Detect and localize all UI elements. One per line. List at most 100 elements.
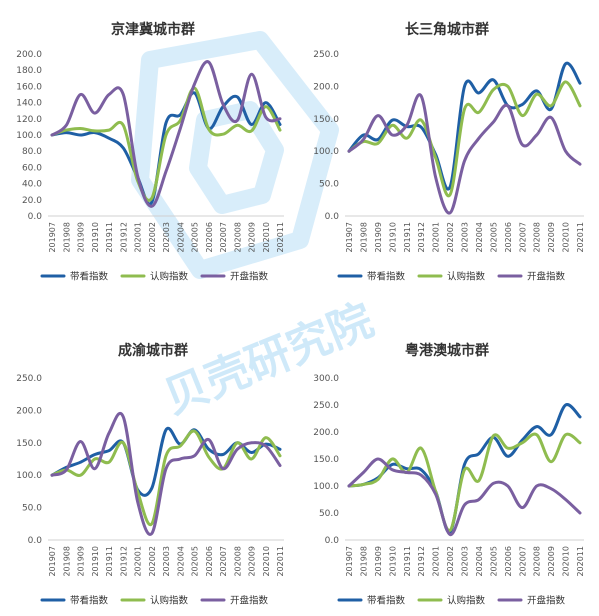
x-tick-label: 202006 <box>205 222 214 253</box>
x-tick-label: 201907 <box>345 222 354 253</box>
y-tick-label: 100.0 <box>313 147 339 157</box>
x-tick-label: 202002 <box>446 546 455 577</box>
x-tick-label: 201910 <box>388 222 397 253</box>
legend-label: 开盘指数 <box>230 595 269 607</box>
series-line <box>347 457 582 537</box>
chart-panel-1: 京津冀城市群 0.0 20.0 40.0 60.0 80.0 100.0 120.0 140.0… <box>16 21 285 283</box>
x-tick-label: 202010 <box>262 546 271 577</box>
series-line <box>50 60 282 208</box>
x-tick-label: 202007 <box>518 546 527 577</box>
x-tick-label: 201910 <box>91 222 100 253</box>
y-tick-label: 150.0 <box>313 115 339 125</box>
x-tick-label: 202002 <box>148 222 157 253</box>
y-tick-label: 160.0 <box>16 82 42 92</box>
x-tick-label: 202011 <box>576 546 585 577</box>
y-tick-label: 300.0 <box>313 374 339 384</box>
series-line <box>50 411 282 536</box>
x-tick-label: 202004 <box>475 222 484 253</box>
series-line <box>347 93 582 215</box>
x-tick-label: 202009 <box>248 222 257 253</box>
y-tick-label: 50.0 <box>22 504 42 514</box>
x-tick-label: 202008 <box>233 546 242 577</box>
series-line <box>50 91 282 206</box>
legend-label: 认购指数 <box>447 271 486 283</box>
x-tick-label: 202005 <box>489 546 498 577</box>
x-tick-label: 202004 <box>176 546 185 577</box>
x-tick-label: 202005 <box>191 546 200 577</box>
x-tick-label: 202004 <box>475 546 484 577</box>
x-tick-label: 202003 <box>162 546 171 577</box>
x-tick-label: 202011 <box>576 222 585 253</box>
x-tick-label: 202006 <box>205 546 214 577</box>
y-tick-label: 100.0 <box>313 482 339 492</box>
x-tick-label: 201908 <box>62 222 71 253</box>
y-tick-label: 50.0 <box>319 180 339 190</box>
x-tick-label: 202008 <box>233 222 242 253</box>
x-tick-label: 202009 <box>248 546 257 577</box>
chart-title: 京津冀城市群 <box>111 21 195 38</box>
watermark-text: 贝壳研究院 <box>157 295 380 425</box>
x-tick-label: 202001 <box>134 222 143 253</box>
x-tick-label: 202006 <box>504 546 513 577</box>
x-tick-label: 202004 <box>176 222 185 253</box>
x-tick-label: 201907 <box>345 546 354 577</box>
x-tick-label: 201908 <box>359 222 368 253</box>
y-tick-label: 0.0 <box>28 536 43 546</box>
x-tick-label: 201911 <box>105 546 114 577</box>
y-tick-label: 80.0 <box>22 147 42 157</box>
y-tick-label: 200.0 <box>16 50 42 60</box>
legend-label: 带看指数 <box>367 595 406 607</box>
x-tick-label: 201908 <box>62 546 71 577</box>
legend-label: 认购指数 <box>150 271 189 283</box>
chart-title: 长三角城市群 <box>405 21 489 38</box>
y-tick-label: 200.0 <box>313 82 339 92</box>
x-tick-label: 201907 <box>48 546 57 577</box>
y-tick-label: 200.0 <box>16 406 42 416</box>
x-tick-label: 202001 <box>134 546 143 577</box>
y-tick-label: 0.0 <box>325 536 340 546</box>
x-tick-label: 202009 <box>547 546 556 577</box>
y-tick-label: 150.0 <box>313 455 339 465</box>
y-tick-label: 20.0 <box>22 196 42 206</box>
x-tick-label: 202006 <box>504 222 513 253</box>
y-tick-label: 0.0 <box>325 212 340 222</box>
x-tick-label: 201912 <box>417 546 426 577</box>
y-tick-label: 200.0 <box>313 428 339 438</box>
series-line <box>347 432 582 532</box>
y-tick-label: 140.0 <box>16 99 42 109</box>
x-tick-label: 202005 <box>191 222 200 253</box>
x-tick-label: 201911 <box>403 222 412 253</box>
legend-label: 认购指数 <box>447 595 486 607</box>
x-tick-label: 202003 <box>162 222 171 253</box>
chart-panel-3: 成渝城市群 0.0 50.0 100.0 150.0 200.0 250.0 201907 20… <box>16 342 285 607</box>
x-tick-label: 202007 <box>219 546 228 577</box>
legend-label: 带看指数 <box>70 271 109 283</box>
series-line <box>50 86 282 202</box>
y-tick-label: 120.0 <box>16 115 42 125</box>
x-tick-label: 202011 <box>276 546 285 577</box>
chart-title: 成渝城市群 <box>118 342 188 359</box>
legend-label: 认购指数 <box>150 595 189 607</box>
legend-label: 开盘指数 <box>527 595 566 607</box>
y-tick-label: 40.0 <box>22 180 42 190</box>
x-tick-label: 202001 <box>432 222 441 253</box>
x-tick-label: 202002 <box>446 222 455 253</box>
x-tick-label: 202010 <box>562 222 571 253</box>
x-tick-label: 202008 <box>533 546 542 577</box>
x-tick-label: 202009 <box>547 222 556 253</box>
x-tick-label: 201910 <box>388 546 397 577</box>
x-tick-label: 202010 <box>262 222 271 253</box>
x-tick-label: 201912 <box>119 222 128 253</box>
x-tick-label: 201908 <box>359 546 368 577</box>
y-tick-label: 180.0 <box>16 66 42 76</box>
x-tick-label: 201909 <box>77 546 86 577</box>
x-tick-label: 202001 <box>432 546 441 577</box>
x-tick-label: 202008 <box>533 222 542 253</box>
x-tick-label: 201909 <box>374 546 383 577</box>
legend-label: 开盘指数 <box>230 271 269 283</box>
x-tick-label: 202003 <box>461 222 470 253</box>
watermark-logo-inner <box>189 101 284 214</box>
chart-panel-2: 长三角城市群 0.0 50.0 100.0 150.0 200.0 250.0 201907 2… <box>313 21 585 283</box>
y-tick-label: 0.0 <box>28 212 43 222</box>
